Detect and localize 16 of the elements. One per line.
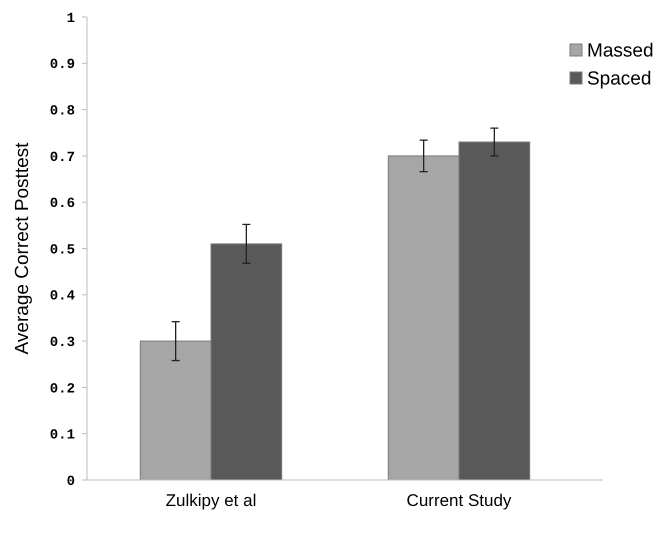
y-axis-title: Average Correct Posttest xyxy=(12,142,33,354)
y-tick-label: 0.1 xyxy=(50,428,75,444)
y-tick-label: 0.5 xyxy=(50,242,75,258)
y-tick-label: 1 xyxy=(66,10,75,27)
x-tick-label: Current Study xyxy=(406,491,512,510)
y-tick-label: 0.7 xyxy=(50,150,75,166)
y-tick-label: 0.6 xyxy=(50,196,75,212)
y-tick-label: 0 xyxy=(66,474,75,490)
legend-label: Massed xyxy=(587,40,654,62)
y-tick-label: 0.3 xyxy=(50,335,75,351)
y-tick-label: 0.2 xyxy=(50,381,75,398)
y-tick-label: 0.8 xyxy=(50,104,75,120)
y-tick-label: 0.4 xyxy=(50,288,75,305)
y-tick-label: 0.9 xyxy=(50,57,75,74)
x-tick-label: Zulkipy et al xyxy=(166,491,256,510)
legend-label: Spaced xyxy=(587,68,652,90)
